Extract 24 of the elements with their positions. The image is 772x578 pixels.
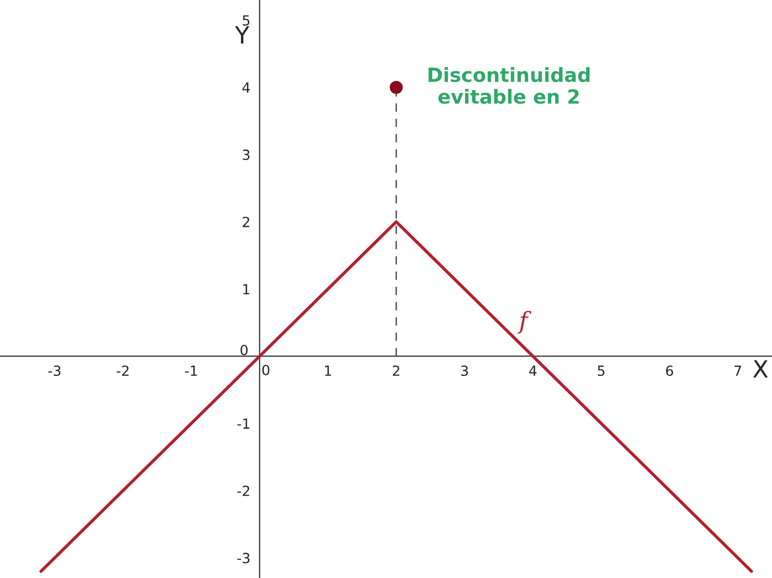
y-tick-label: 1 <box>243 284 250 294</box>
y-tick-label: -2 <box>237 486 250 496</box>
x-tick-label: -1 <box>185 366 197 376</box>
x-tick-label: -2 <box>116 365 129 376</box>
y-tick-label: 3 <box>242 150 250 160</box>
x-tick-label: 4 <box>529 366 537 376</box>
y-tick-label: -1 <box>237 418 250 429</box>
x-tick-label: 2 <box>392 365 400 376</box>
series-label: f <box>518 310 532 334</box>
x-axis-title: X <box>753 360 768 378</box>
x-tick-label: -3 <box>48 365 60 376</box>
y-tick-label: 0 <box>240 344 248 356</box>
y-tick-label: 5 <box>242 15 250 26</box>
x-tick-label: 6 <box>666 365 674 376</box>
x-tick-label: 5 <box>598 366 604 376</box>
x-tick-label: 0 <box>262 364 270 376</box>
x-tick-label: 7 <box>734 366 742 376</box>
y-axis-title: Y <box>234 26 250 44</box>
y-tick-label: 2 <box>242 216 250 228</box>
y-tick-label: 4 <box>242 82 250 93</box>
x-tick-label: 1 <box>325 366 332 376</box>
annotation: Discontinuidad evitable en 2 <box>428 67 590 104</box>
y-tick-label: -3 <box>237 552 250 564</box>
x-tick-label: 3 <box>461 365 468 376</box>
